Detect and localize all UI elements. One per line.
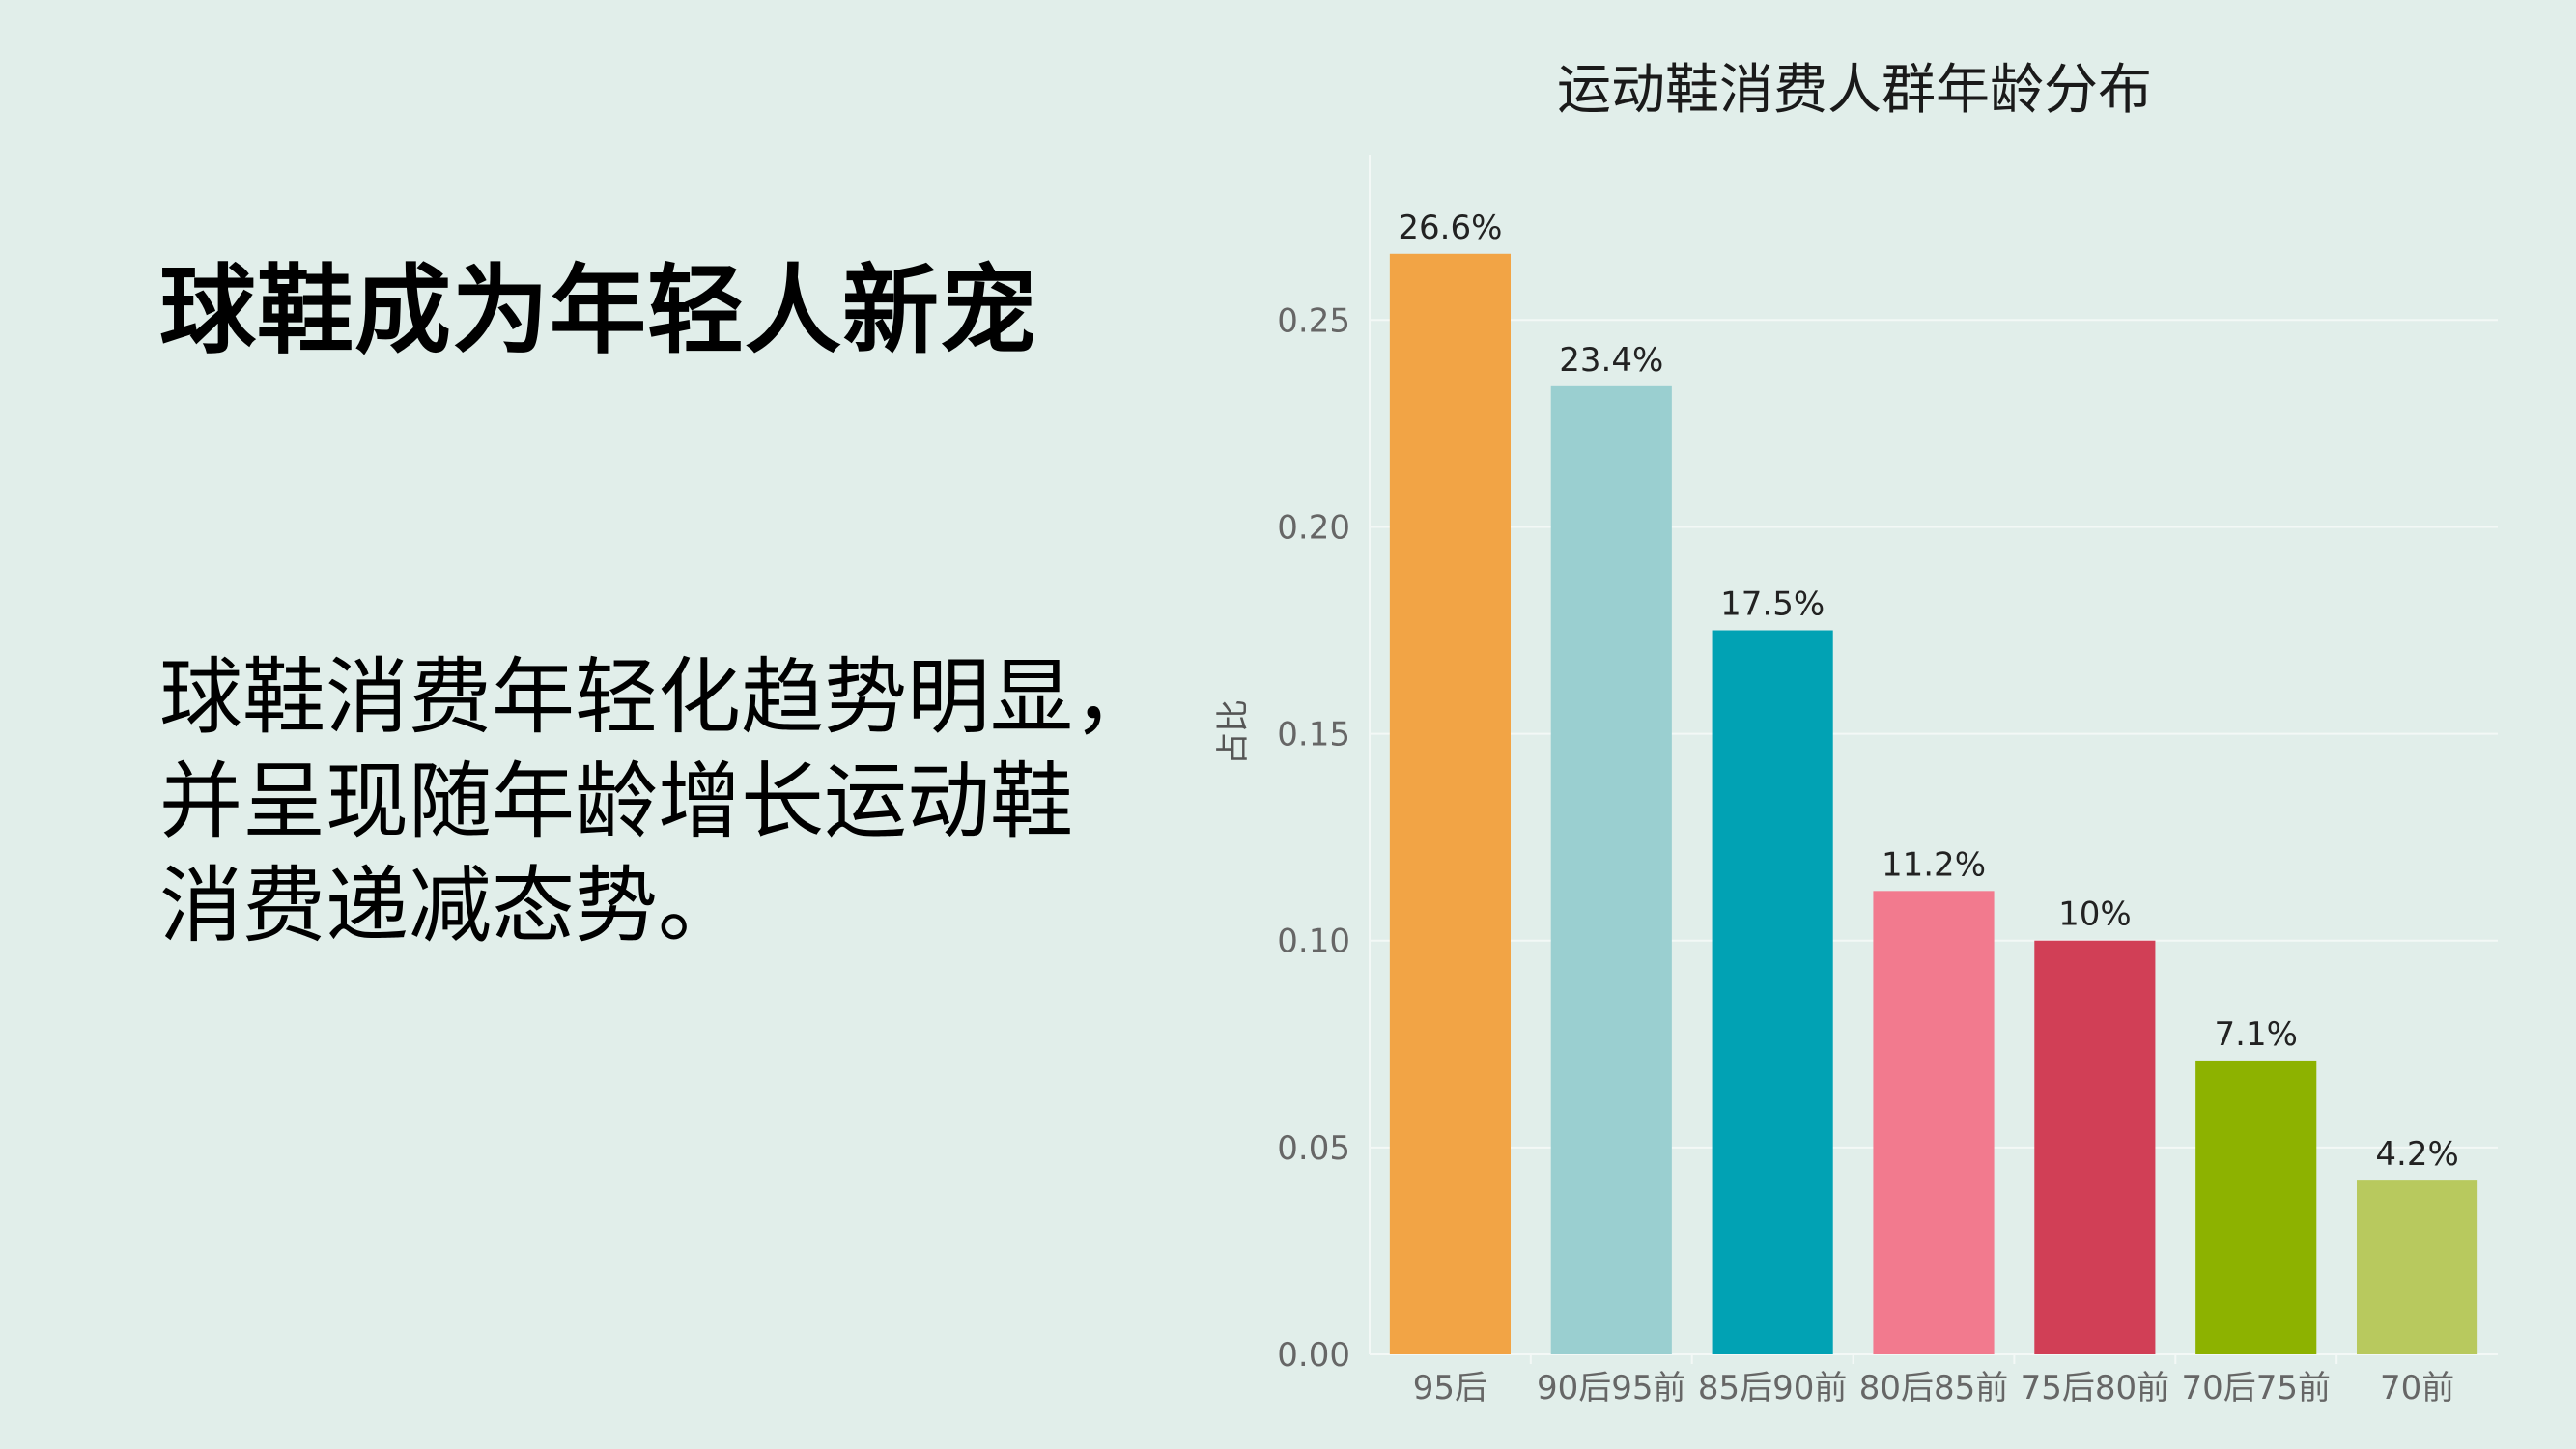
x-tick-label: 75后80前 [2021,1369,2170,1407]
x-tick-label: 85后90前 [1698,1369,1848,1407]
slide-body-text: 球鞋消费年轻化趋势明显， 并呈现随年龄增长运动鞋 消费递减态势。 [159,645,1183,958]
bar-1 [1389,253,1511,1355]
chart-title: 运动鞋消费人群年龄分布 [1557,59,2152,122]
bar-7 [2357,1180,2478,1354]
bar-4 [1873,891,1995,1354]
x-tick-label: 80后85前 [1859,1369,2009,1407]
body-line-3: 消费递减态势。 [159,858,741,954]
y-tick-label: 0.20 [1277,508,1350,547]
x-tick-label: 90后95前 [1537,1369,1686,1407]
data-label: 26.6% [1398,209,1502,247]
y-tick-label: 0.00 [1277,1336,1350,1375]
y-tick-label: 0.10 [1277,923,1350,961]
bar-6 [2195,1060,2317,1354]
data-label: 17.5% [1720,585,1825,624]
y-tick-label: 0.05 [1277,1129,1350,1168]
body-line-2: 并呈现随年龄增长运动鞋 [159,753,1073,850]
y-tick-label: 0.25 [1277,301,1350,340]
body-line-1: 球鞋消费年轻化趋势明显， [159,649,1156,746]
data-label: 7.1% [2215,1015,2298,1054]
data-label: 11.2% [1882,845,1986,884]
x-tick-label: 95后 [1413,1369,1487,1407]
y-tick-label: 0.15 [1277,716,1350,754]
data-label: 10% [2058,895,2132,934]
bar-3 [1712,630,1833,1354]
data-label: 4.2% [2375,1135,2458,1174]
data-label: 23.4% [1559,341,1663,380]
x-tick-label: 70后75前 [2181,1369,2331,1407]
bar-2 [1550,385,1672,1354]
x-tick-label: 70前 [2380,1369,2454,1407]
y-axis-label: 占比 [1214,699,1253,765]
slide-headline: 球鞋成为年轻人新宠 [159,254,1037,367]
bar-5 [2034,940,2156,1354]
